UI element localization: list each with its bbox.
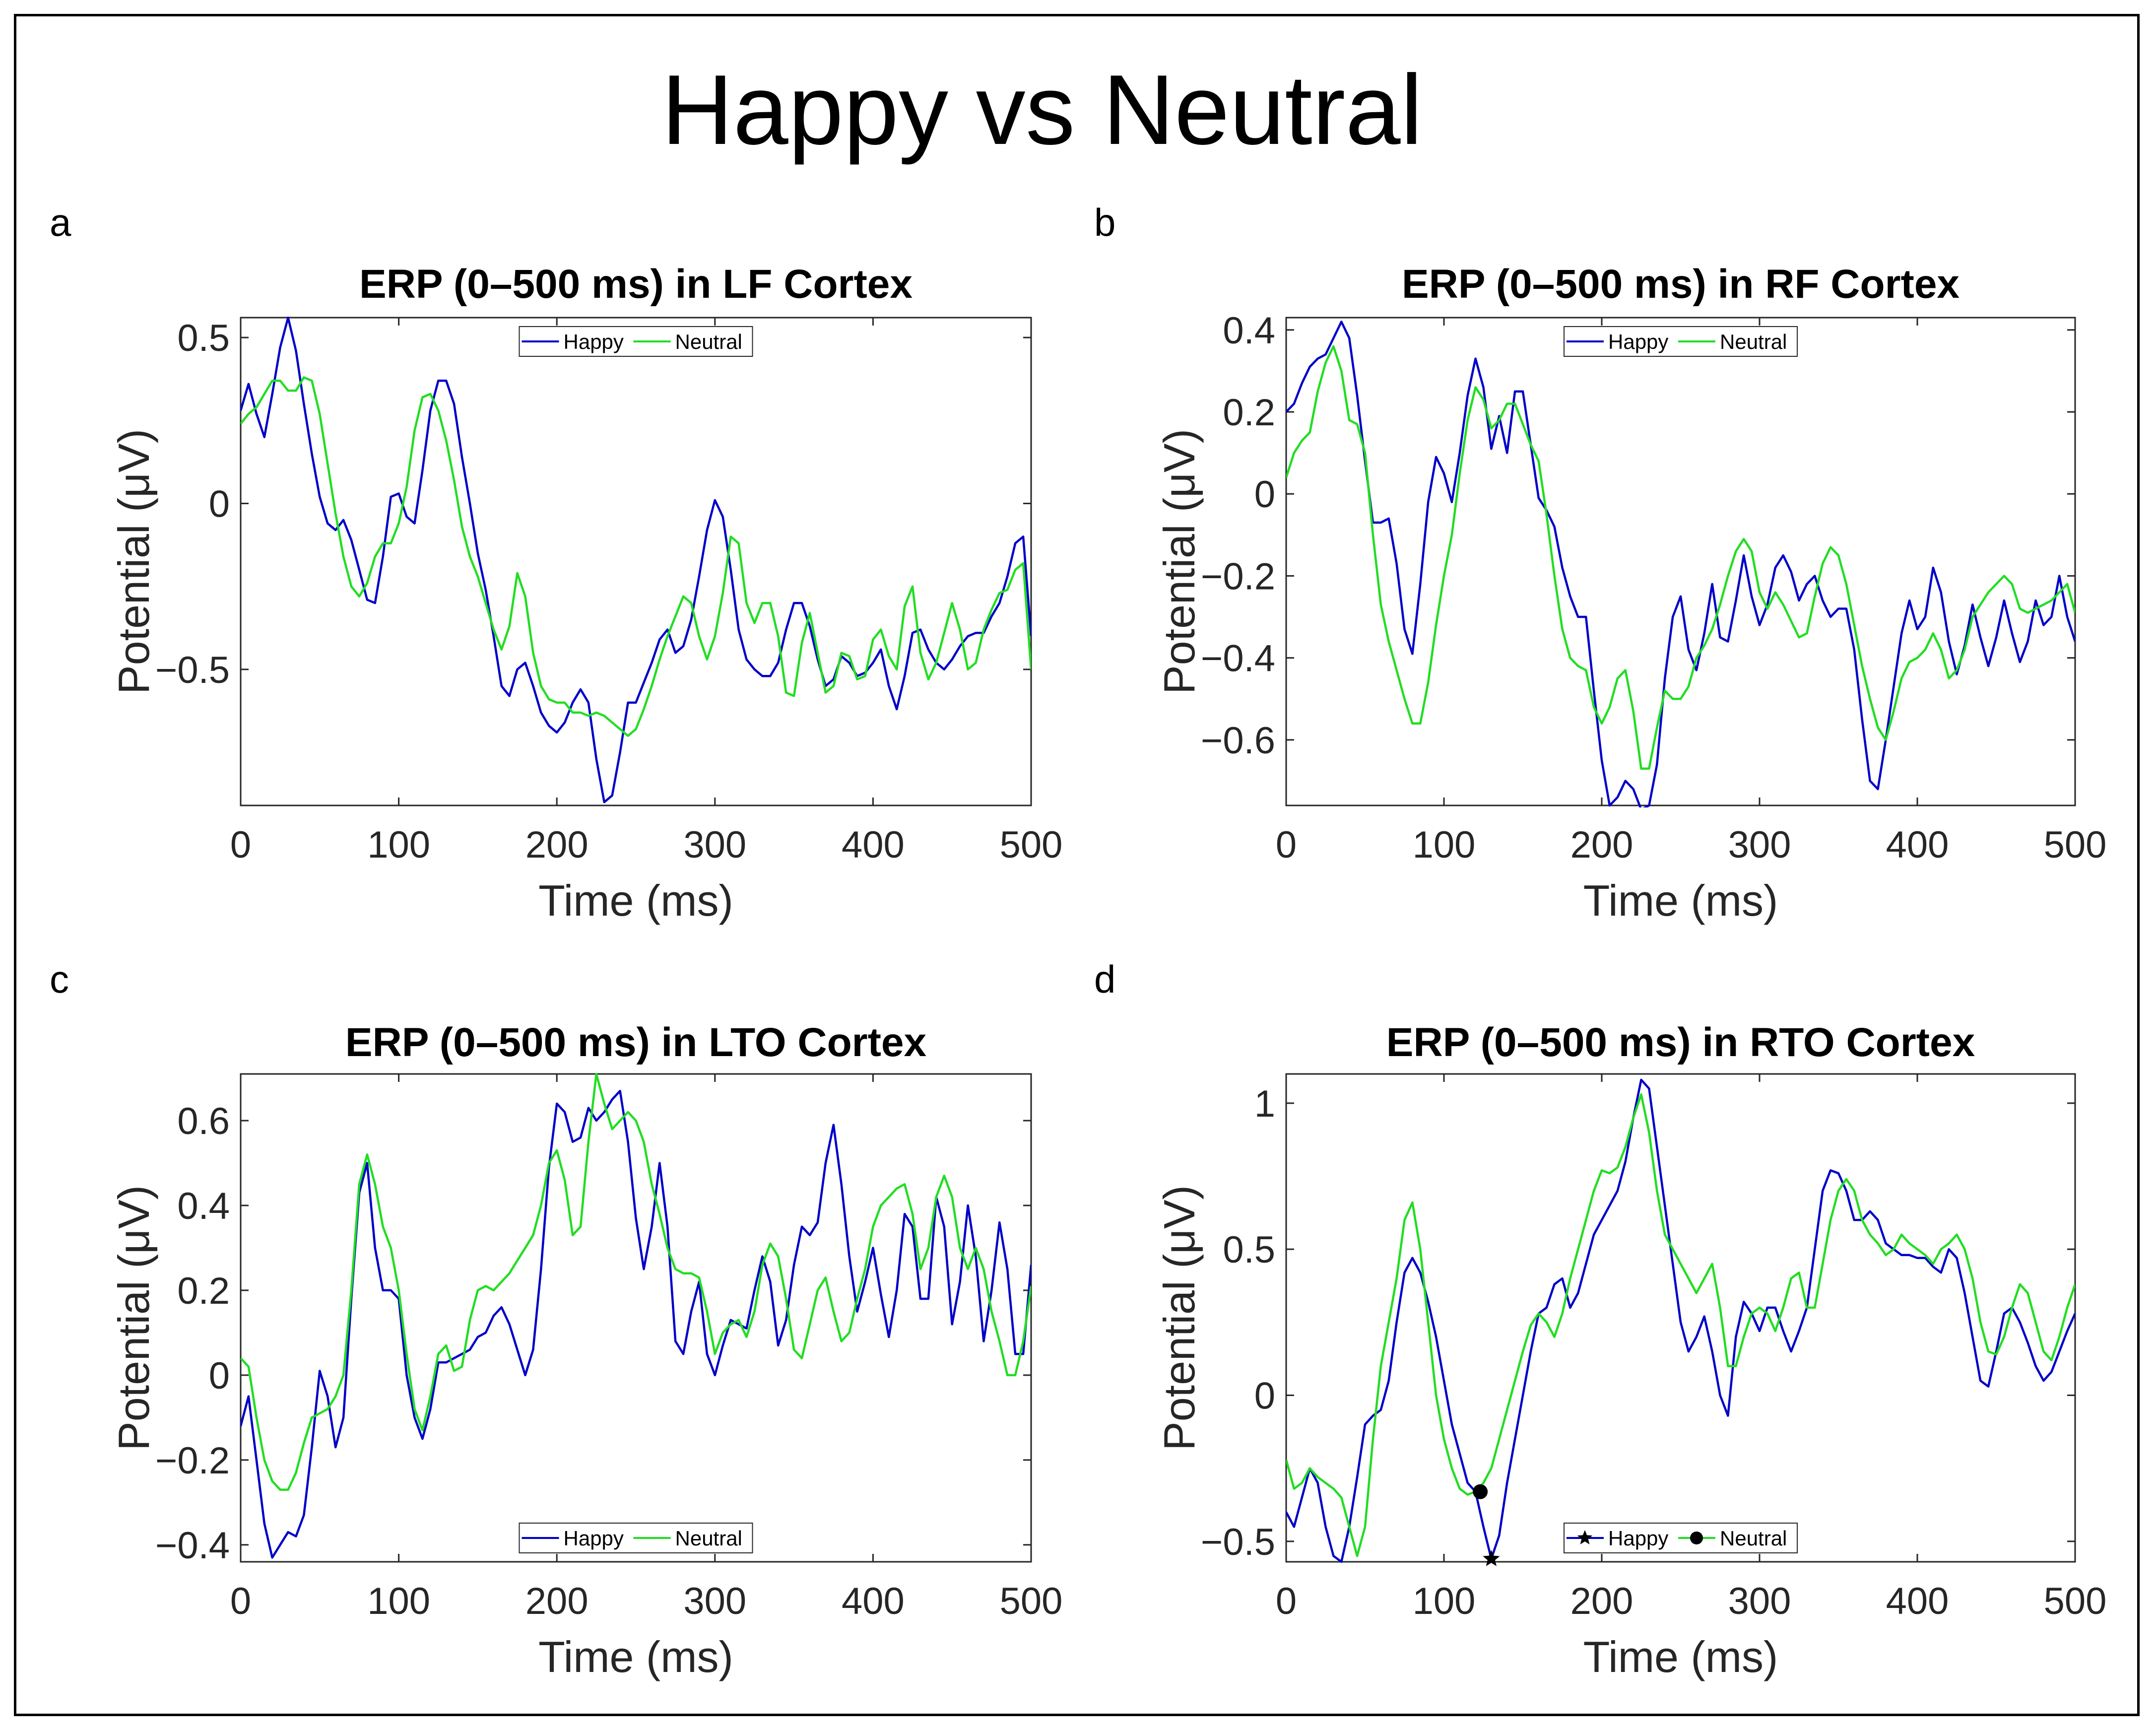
panel-b: b ERP (0–500 ms) in RF Cortex 0 100 200 300 40… — [1094, 200, 2106, 925]
panel-b-xtick-label: 400 — [1886, 824, 1949, 866]
panel-c-series-happy — [241, 1089, 1031, 1559]
panel-b-xtick-label: 300 — [1728, 824, 1791, 866]
panel-a-series-happy — [241, 316, 1031, 803]
panel-d-xtick-label: 100 — [1413, 1580, 1476, 1622]
panel-b-legend-label-neutral: Neutral — [1720, 330, 1787, 353]
panel-c-xtick-label: 500 — [1000, 1580, 1063, 1622]
panel-c-ytick-label: 0.6 — [177, 1100, 230, 1142]
figure-frame — [14, 14, 2140, 1716]
panel-a-title: ERP (0–500 ms) in LF Cortex — [359, 262, 913, 307]
panel-d-xlabel: Time (ms) — [1583, 1632, 1778, 1681]
panel-b-series-happy — [1286, 321, 2075, 807]
panel-d-legend-marker-neutral — [1690, 1532, 1703, 1544]
panel-d-xtick-label: 0 — [1276, 1580, 1297, 1622]
panel-a-legend-label-neutral: Neutral — [675, 330, 742, 353]
panel-d-ytick-label: 0.5 — [1223, 1229, 1275, 1271]
panel-c-legend: Happy Neutral — [519, 1523, 753, 1553]
panel-d-legend-marker-happy — [1577, 1530, 1593, 1544]
panel-a-letter: a — [50, 200, 71, 244]
panel-b-title: ERP (0–500 ms) in RF Cortex — [1402, 262, 1960, 307]
panel-c-legend-label-neutral: Neutral — [675, 1527, 742, 1550]
panel-c-letter: c — [50, 957, 69, 1001]
panel-c-xtick-label: 300 — [683, 1580, 746, 1622]
panel-a-xtick-label: 400 — [842, 824, 905, 866]
panel-d-xtick-label: 500 — [2044, 1580, 2107, 1622]
panel-d-title: ERP (0–500 ms) in RTO Cortex — [1386, 1020, 1975, 1065]
panel-d-xtick-label: 200 — [1570, 1580, 1633, 1622]
panel-d-ytick-label: −0.5 — [1201, 1521, 1275, 1563]
panel-d-axes-box — [1285, 1073, 2076, 1563]
panel-a-xlabel: Time (ms) — [538, 876, 733, 925]
panel-c-xtick-label: 100 — [367, 1580, 430, 1622]
panel-a-xtick-label: 500 — [1000, 824, 1063, 866]
panel-c-title: ERP (0–500 ms) in LTO Cortex — [345, 1020, 926, 1065]
panel-d-ylabel: Potential (μV) — [1155, 1185, 1204, 1451]
panel-c-ytick-label: 0.4 — [177, 1185, 230, 1227]
panel-b-legend-label-happy: Happy — [1608, 330, 1668, 353]
panel-d-series-neutral — [1286, 1093, 2075, 1557]
panel-a-axes-box — [240, 317, 1032, 806]
panel-a-legend-label-happy: Happy — [564, 330, 624, 353]
panel-b-ytick-label: −0.4 — [1201, 638, 1275, 680]
panel-c-ytick-label: −0.4 — [155, 1525, 230, 1567]
panel-b-xtick-label: 0 — [1276, 824, 1297, 866]
panel-c-ytick-label: 0 — [209, 1355, 230, 1397]
panel-b-xlabel: Time (ms) — [1583, 876, 1778, 925]
panel-d-series-happy — [1286, 1078, 2075, 1563]
panel-c-xtick-label: 400 — [842, 1580, 905, 1622]
panel-c-xtick-label: 0 — [230, 1580, 251, 1622]
panel-d-legend: Happy Neutral — [1564, 1523, 1798, 1553]
panel-b-ytick-label: −0.2 — [1201, 555, 1275, 598]
panel-b-axes-box — [1285, 317, 2076, 806]
panel-a-xtick-label: 300 — [683, 824, 746, 866]
panel-b-xtick-label: 100 — [1413, 824, 1476, 866]
panel-d-marker-neutral — [1473, 1484, 1488, 1499]
panel-d-xtick-label: 400 — [1886, 1580, 1949, 1622]
panel-c-ylabel: Potential (μV) — [109, 1185, 158, 1451]
panel-a-ytick-label: 0 — [209, 483, 230, 525]
panel-b-xtick-label: 500 — [2044, 824, 2107, 866]
panel-d-xtick-label: 300 — [1728, 1580, 1791, 1622]
panel-b-xtick-label: 200 — [1570, 824, 1633, 866]
panel-c-legend-label-happy: Happy — [564, 1527, 624, 1550]
panel-b-ylabel: Potential (μV) — [1155, 429, 1204, 694]
panel-c: c ERP (0–500 ms) in LTO Cortex 0 100 200 300 4… — [50, 957, 1062, 1681]
panel-c-ytick-label: 0.2 — [177, 1270, 230, 1312]
panel-a-series-neutral — [241, 376, 1031, 737]
panel-a-ytick-label: 0.5 — [177, 317, 230, 359]
panel-d: d ERP (0–500 ms) in RTO Cortex 0 100 200 300 4… — [1094, 957, 2106, 1681]
panel-a-ylabel: Potential (μV) — [109, 429, 158, 694]
panel-d-letter: d — [1094, 957, 1115, 1001]
panel-d-marker-happy — [1483, 1550, 1500, 1566]
panel-a-ytick-label: −0.5 — [155, 649, 230, 691]
panel-d-ytick-label: 1 — [1254, 1083, 1275, 1125]
panel-b-legend: Happy Neutral — [1564, 326, 1798, 357]
panel-a: a ERP (0–500 ms) in LF Cortex 0 100 200 300 40… — [50, 200, 1062, 925]
panel-b-ytick-label: 0.4 — [1223, 310, 1275, 352]
panel-b-ytick-label: −0.6 — [1201, 720, 1275, 762]
panel-d-legend-label-neutral: Neutral — [1720, 1527, 1787, 1550]
panel-a-xtick-label: 200 — [525, 824, 588, 866]
panel-a-xtick-label: 100 — [367, 824, 430, 866]
panel-b-ytick-label: 0.2 — [1223, 392, 1275, 434]
figure-title: Happy vs Neutral — [661, 55, 1423, 165]
panel-b-series-neutral — [1286, 345, 2075, 770]
panel-c-series-neutral — [241, 1072, 1031, 1491]
panel-d-legend-label-happy: Happy — [1608, 1527, 1668, 1550]
panel-a-xtick-label: 0 — [230, 824, 251, 866]
panel-a-legend: Happy Neutral — [519, 326, 753, 357]
panel-c-axes-box — [240, 1073, 1032, 1563]
panel-c-xtick-label: 200 — [525, 1580, 588, 1622]
panel-c-xlabel: Time (ms) — [538, 1632, 733, 1681]
panel-b-letter: b — [1094, 200, 1115, 244]
panel-b-ytick-label: 0 — [1254, 473, 1275, 516]
panel-d-ytick-label: 0 — [1254, 1375, 1275, 1417]
panel-c-ytick-label: −0.2 — [155, 1440, 230, 1482]
